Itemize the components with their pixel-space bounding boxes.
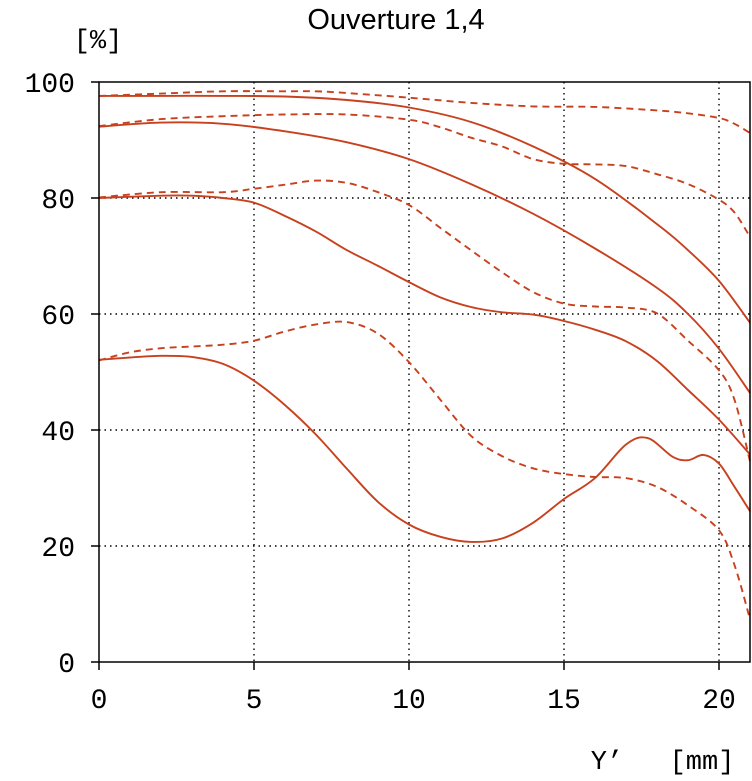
series-line-4-dashed [98,113,751,238]
series-line-8-dashed [98,320,751,620]
series-line-1-solid [99,94,751,324]
chart-title: Ouverture 1,4 [307,4,484,36]
x-tick-label: 20 [702,686,736,717]
x-axis-label: Y’ [591,748,623,778]
x-tick-label: 15 [547,686,581,717]
series-line-7-solid [98,354,751,543]
y-tick-label: 40 [41,418,75,449]
x-tick-label: 0 [91,686,108,717]
y-tick-label: 60 [41,302,75,333]
y-tick-label: 20 [41,534,75,565]
y-axis-unit-label: [%] [74,27,123,57]
plot-frame [98,81,751,663]
series-line-2-dashed [98,90,751,134]
series-group [98,90,751,620]
series-line-6-dashed [98,179,751,462]
x-tick-label: 5 [246,686,263,717]
y-tick-label: 100 [25,70,75,101]
x-axis-unit-label: [mm] [670,748,735,778]
x-tick-label: 10 [392,686,426,717]
tick-labels: 0 5 10 15 20 0 20 40 60 80 100 [25,70,736,717]
y-tick-label: 80 [41,186,75,217]
y-tick-label: 0 [58,650,75,681]
grid [99,82,750,662]
series-line-3-solid [98,121,751,394]
series-line-5-solid [98,194,751,456]
